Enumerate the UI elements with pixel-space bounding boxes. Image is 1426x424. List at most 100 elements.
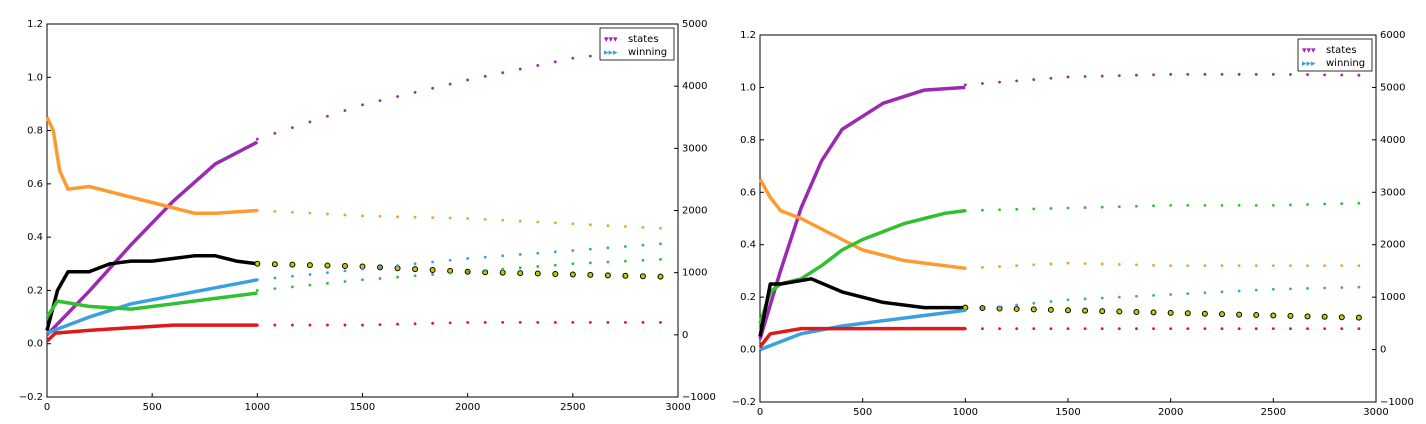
series-line-2 (45, 254, 258, 331)
series-marker-5 (396, 322, 399, 326)
y2-tick-label: −1000 (1380, 397, 1414, 408)
series-marker-3 (308, 273, 312, 276)
series-marker-2 (429, 267, 436, 274)
series-marker-3 (413, 262, 417, 266)
y-tick-label: 0.8 (27, 126, 43, 137)
legend-marker-icon: ▾▾▾ (1302, 46, 1316, 56)
y2-tick-label: −1000 (682, 392, 716, 403)
series-marker-0 (1203, 72, 1207, 76)
series-marker-2 (569, 271, 576, 278)
series-marker-4 (1152, 293, 1155, 297)
x-tick-label: 0 (44, 402, 50, 413)
series-marker-4 (1289, 287, 1292, 291)
series-marker-5 (981, 327, 984, 330)
x-tick-label: 1000 (245, 402, 270, 413)
series-marker-2 (271, 261, 278, 268)
series-marker-2 (604, 272, 611, 279)
y2-tick-label: 0 (682, 330, 688, 341)
series-marker-3 (255, 278, 259, 282)
series-marker-3 (1030, 306, 1037, 313)
series-marker-4 (1186, 292, 1190, 296)
series-marker-0 (998, 80, 1001, 84)
x-tick-label: 2000 (1158, 407, 1183, 418)
series-line-5 (758, 326, 966, 348)
series-marker-1 (1271, 264, 1275, 268)
series-marker-1 (1117, 262, 1121, 266)
x-tick-label: 2000 (455, 402, 480, 413)
series-marker-1 (998, 265, 1001, 268)
series-marker-1 (255, 209, 259, 212)
series-marker-2 (1323, 202, 1327, 206)
series-marker-0 (1340, 73, 1344, 77)
series-marker-5 (1117, 327, 1121, 330)
series-marker-4 (588, 261, 592, 265)
series-marker-2 (1254, 203, 1258, 207)
y2-tick-label: 4000 (1380, 135, 1405, 146)
series-line-3 (758, 277, 966, 337)
x-tick-label: 500 (853, 407, 872, 418)
series-marker-0 (1032, 78, 1036, 81)
series-marker-3 (466, 257, 470, 260)
series-marker-2 (534, 270, 541, 277)
series-marker-0 (1186, 72, 1190, 76)
series-marker-0 (343, 109, 347, 112)
series-marker-4 (501, 267, 505, 271)
y2-tick-label: 6000 (1380, 30, 1405, 41)
series-marker-3 (1065, 307, 1071, 314)
series-marker-3 (1355, 314, 1362, 321)
series-marker-5 (1049, 327, 1053, 330)
series-marker-3 (290, 274, 294, 278)
series-marker-1 (1066, 261, 1070, 265)
series-marker-5 (1186, 327, 1190, 330)
series-marker-5 (571, 321, 575, 324)
series-marker-5 (1254, 327, 1258, 330)
series-marker-1 (624, 225, 627, 228)
series-line-3 (46, 278, 258, 335)
series-marker-3 (1253, 312, 1260, 319)
series-line-4 (759, 308, 966, 352)
series-marker-1 (361, 214, 364, 218)
series-marker-2 (1135, 204, 1138, 208)
series-marker-0 (1083, 75, 1087, 78)
series-marker-2 (1117, 205, 1121, 209)
series-marker-0 (273, 131, 277, 135)
series-marker-0 (1254, 72, 1258, 76)
y2-tick-label: 3000 (682, 143, 707, 154)
series-marker-3 (448, 258, 452, 262)
series-marker-2 (657, 273, 664, 280)
x-tick-label: 1500 (350, 402, 375, 413)
series-marker-0 (536, 64, 540, 67)
series-marker-0 (571, 56, 575, 60)
series-marker-2 (1152, 204, 1155, 208)
series-marker-5 (1289, 327, 1292, 330)
legend-label: states (628, 34, 659, 45)
series-marker-1 (431, 216, 435, 220)
series-marker-4 (466, 270, 470, 274)
series-marker-3 (501, 254, 505, 258)
series-marker-5 (1083, 327, 1087, 330)
series-marker-1 (1135, 263, 1138, 267)
x-tick-label: 500 (143, 402, 162, 413)
series-marker-5 (1152, 327, 1155, 330)
series-marker-1 (501, 218, 505, 222)
series-marker-5 (483, 321, 487, 324)
series-marker-2 (963, 209, 967, 213)
series-marker-4 (273, 287, 277, 291)
series-marker-4 (1306, 287, 1309, 290)
series-marker-2 (341, 263, 348, 270)
y2-tick-label: 5000 (1380, 82, 1405, 93)
series-marker-3 (1150, 309, 1157, 316)
series-marker-2 (1357, 201, 1361, 205)
series-marker-0 (1169, 72, 1173, 76)
series-marker-3 (378, 265, 382, 269)
series-marker-5 (273, 323, 277, 327)
y2-tick-label: 4000 (682, 81, 707, 92)
series-marker-0 (308, 120, 312, 124)
series-marker-4 (483, 269, 487, 272)
series-marker-1 (273, 209, 277, 213)
series-line-0 (758, 85, 966, 340)
series-line-5 (45, 323, 258, 343)
y2-tick-label: 0 (1380, 345, 1386, 356)
series-marker-3 (396, 264, 399, 267)
series-marker-1 (483, 217, 487, 221)
